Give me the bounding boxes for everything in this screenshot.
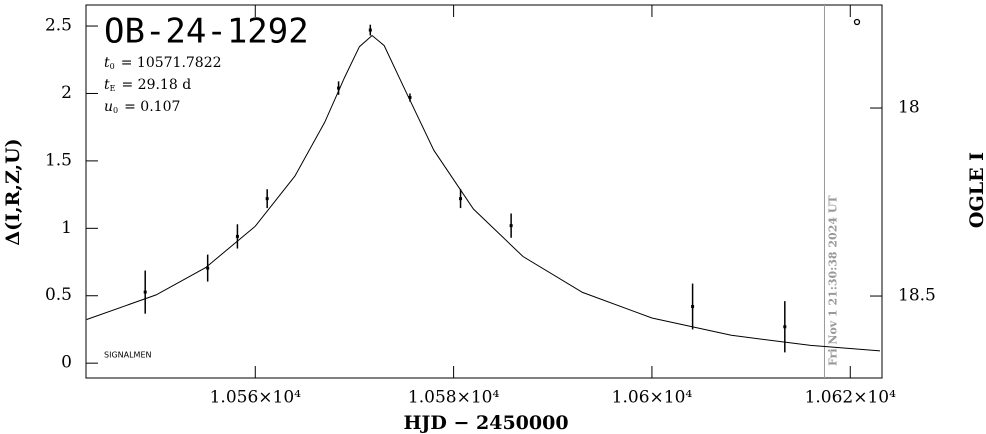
parameter: tE = 29.18 d <box>104 77 191 93</box>
data-point <box>368 28 372 32</box>
parameter-subscript: E <box>110 84 116 93</box>
x-axis-label: HJD − 2450000 <box>403 412 568 434</box>
timestamp: Fri Nov 1 21:30:38 2024 UT <box>826 195 839 366</box>
plot-frame <box>85 4 883 379</box>
data-point <box>206 266 210 270</box>
x-tick-label: 1.056×10⁴ <box>210 388 302 408</box>
parameter-value: = 0.107 <box>124 99 180 115</box>
data-point <box>691 305 695 309</box>
y2-tick-label: 18 <box>898 98 920 118</box>
parameter-symbol: t <box>104 77 110 93</box>
data-point <box>337 86 341 90</box>
data-point <box>143 290 147 294</box>
data-point <box>265 197 269 201</box>
y-tick-label: 0.5 <box>45 285 72 305</box>
parameter: u0 = 0.107 <box>104 99 180 115</box>
model-curve <box>86 34 881 352</box>
y2-axis-label: OGLE I <box>966 152 986 228</box>
y-tick-label: 2 <box>61 83 72 103</box>
x-tick-label: 1.062×10⁴ <box>805 388 897 408</box>
y-tick-label: 0 <box>61 353 72 373</box>
y-axis-label: Δ(I,R,Z,U) <box>2 138 24 245</box>
parameter-subscript: 0 <box>113 106 118 115</box>
data-point <box>509 224 513 228</box>
data-point <box>408 96 412 100</box>
y-tick-label: 2.5 <box>45 16 72 36</box>
x-tick-label: 1.058×10⁴ <box>408 388 500 408</box>
parameter-value: = 29.18 d <box>121 77 191 93</box>
parameter: t0 = 10571.7822 <box>104 55 222 71</box>
y-tick-label: 1 <box>61 218 72 238</box>
parameter-symbol: t <box>104 55 110 71</box>
y2-tick-label: 18.5 <box>898 286 936 306</box>
parameter-symbol: u <box>104 99 113 115</box>
data-point <box>459 197 463 201</box>
parameter-subscript: 0 <box>110 62 115 71</box>
marker-symbol <box>853 18 861 26</box>
chart-title: OB-24-1292 <box>104 12 309 52</box>
x-tick-label: 1.06×10⁴ <box>612 388 693 408</box>
parameter-value: = 10571.7822 <box>121 55 222 71</box>
data-point <box>235 234 239 238</box>
y-tick-label: 1.5 <box>45 150 72 170</box>
credit: SIGNALMEN <box>104 351 152 360</box>
data-point <box>783 325 787 329</box>
